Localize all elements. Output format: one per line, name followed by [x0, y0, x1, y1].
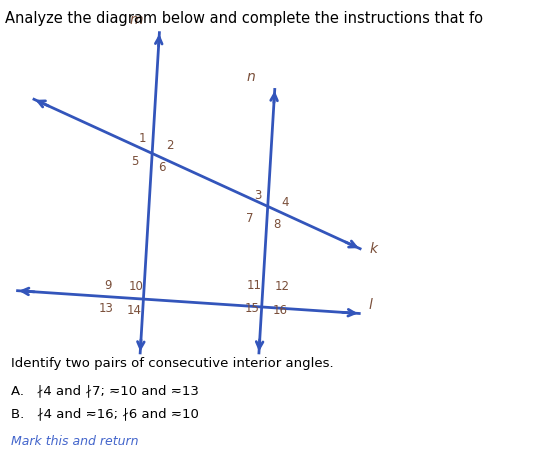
- Text: 8: 8: [273, 218, 281, 231]
- Text: 13: 13: [98, 302, 113, 315]
- Text: l: l: [369, 298, 372, 312]
- Text: Identify two pairs of consecutive interior angles.: Identify two pairs of consecutive interi…: [11, 357, 333, 370]
- Text: Analyze the diagram below and complete the instructions that fo: Analyze the diagram below and complete t…: [5, 11, 483, 26]
- Text: 7: 7: [246, 212, 254, 225]
- Text: 6: 6: [158, 162, 166, 174]
- Text: 15: 15: [245, 302, 260, 315]
- Text: 1: 1: [139, 132, 146, 146]
- Text: 4: 4: [281, 196, 289, 209]
- Text: 3: 3: [254, 189, 262, 202]
- Text: 5: 5: [131, 155, 139, 168]
- Text: A.   ∤4 and ∤7; ≂10 and ≂13: A. ∤4 and ∤7; ≂10 and ≂13: [11, 384, 198, 398]
- Text: k: k: [369, 243, 377, 256]
- Text: 11: 11: [247, 278, 262, 292]
- Text: 2: 2: [166, 139, 173, 152]
- Text: 12: 12: [275, 280, 290, 293]
- Text: 10: 10: [128, 280, 143, 293]
- Text: 9: 9: [104, 278, 111, 292]
- Text: 14: 14: [126, 303, 141, 317]
- Text: m: m: [129, 13, 143, 27]
- Text: n: n: [247, 70, 256, 84]
- Text: B.   ∤4 and ≂16; ∤6 and ≂10: B. ∤4 and ≂16; ∤6 and ≂10: [11, 407, 198, 420]
- Text: 16: 16: [273, 303, 288, 317]
- Text: Mark this and return: Mark this and return: [11, 435, 138, 448]
